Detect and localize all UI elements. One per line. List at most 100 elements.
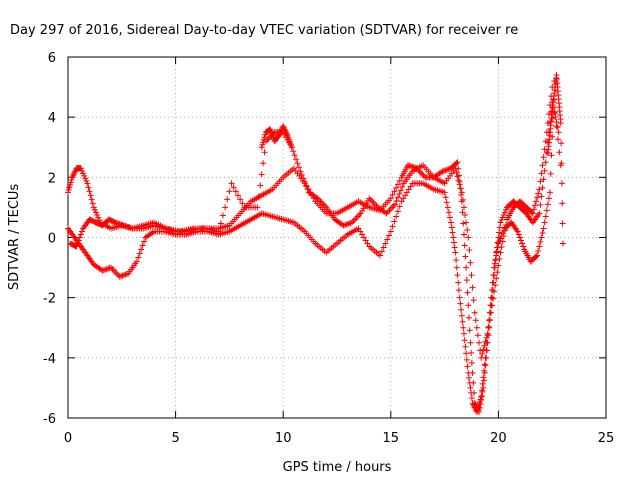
data-point — [74, 240, 81, 247]
data-point — [444, 204, 451, 211]
data-point — [474, 406, 481, 413]
data-point — [453, 160, 460, 167]
data-point — [66, 184, 73, 191]
y-axis-label: SDTVAR / TECUs — [7, 184, 22, 291]
data-point — [65, 189, 71, 196]
data-point — [547, 170, 554, 177]
x-tick-label: 0 — [64, 431, 72, 446]
data-point — [535, 190, 542, 197]
data-point — [149, 229, 156, 236]
data-point — [455, 165, 462, 172]
data-point — [116, 273, 123, 280]
data-point — [457, 185, 464, 192]
data-point — [478, 387, 485, 394]
data-point — [452, 249, 459, 256]
data-point — [496, 229, 503, 236]
data-point — [496, 224, 503, 231]
data-point — [542, 138, 549, 145]
data-point — [542, 159, 549, 166]
data-point — [254, 204, 261, 211]
data-point — [237, 196, 244, 203]
data-point — [384, 208, 391, 215]
data-point — [451, 244, 458, 251]
data-point — [357, 228, 364, 235]
data-point — [483, 334, 490, 341]
data-point — [538, 234, 545, 241]
data-point — [542, 213, 549, 220]
data-point — [536, 243, 543, 250]
grid — [68, 57, 606, 418]
data-point — [466, 247, 473, 254]
data-point — [558, 180, 565, 187]
data-point — [393, 213, 400, 220]
data-point — [464, 226, 471, 233]
data-point — [387, 228, 394, 235]
data-point — [255, 193, 262, 200]
data-point — [259, 141, 266, 148]
data-point — [498, 244, 505, 251]
data-point — [491, 260, 498, 267]
data-point — [554, 124, 561, 131]
data-point — [480, 346, 487, 353]
data-point — [479, 388, 486, 395]
data-point — [80, 170, 87, 177]
data-point — [468, 359, 475, 366]
data-point — [92, 209, 99, 216]
data-point — [224, 196, 231, 203]
data-point — [122, 271, 129, 278]
data-point — [112, 269, 119, 276]
data-point — [290, 148, 297, 155]
data-point — [139, 242, 146, 249]
data-point — [76, 234, 83, 241]
data-point — [123, 223, 130, 230]
data-point — [239, 200, 246, 207]
data-point — [555, 129, 562, 136]
data-point — [119, 221, 126, 228]
data-point — [463, 277, 470, 284]
data-point — [392, 201, 399, 208]
data-point — [300, 175, 307, 182]
data-point — [486, 316, 493, 323]
data-point — [541, 219, 548, 226]
data-point — [491, 264, 498, 271]
data-point — [122, 222, 129, 229]
data-point — [260, 136, 267, 143]
data-point — [515, 231, 522, 238]
data-point — [349, 219, 356, 226]
data-point — [459, 318, 466, 325]
data-point — [443, 166, 450, 173]
data-point — [357, 210, 364, 217]
data-point — [400, 195, 407, 202]
data-point — [488, 302, 495, 309]
data-point — [459, 196, 466, 203]
data-point — [439, 168, 446, 175]
data-point — [459, 209, 466, 216]
data-point — [123, 271, 130, 278]
data-point — [362, 237, 369, 244]
data-point — [313, 194, 320, 201]
data-point — [295, 164, 302, 171]
data-point — [481, 367, 488, 374]
data-point — [87, 192, 94, 199]
data-point — [497, 235, 504, 242]
data-point — [419, 171, 426, 178]
data-point — [222, 204, 229, 211]
data-point — [477, 396, 484, 403]
data-point — [455, 177, 462, 184]
data-point — [534, 194, 541, 201]
data-point — [141, 238, 148, 245]
data-point — [261, 134, 268, 141]
data-point — [84, 180, 91, 187]
data-point — [481, 377, 488, 384]
data-point — [461, 337, 468, 344]
data-point — [558, 140, 565, 147]
y-tick-label: -2 — [43, 292, 56, 307]
data-point — [501, 209, 508, 216]
data-point — [391, 188, 398, 195]
data-point — [217, 220, 224, 227]
data-point — [293, 156, 300, 163]
data-point — [108, 264, 115, 271]
data-point — [457, 300, 464, 307]
data-point — [549, 133, 556, 140]
data-point — [466, 379, 473, 386]
